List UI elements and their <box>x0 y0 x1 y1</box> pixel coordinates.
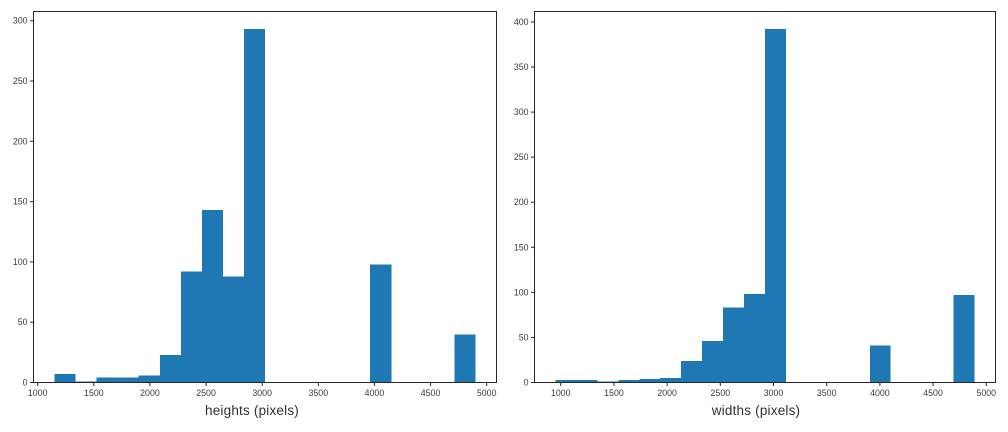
y-tick-label: 200 <box>514 197 529 207</box>
y-tick-label: 350 <box>514 62 529 72</box>
heights-x-axis-label: heights (pixels) <box>205 403 299 418</box>
x-tick-label: 2500 <box>196 388 216 398</box>
x-tick-label: 2500 <box>711 388 731 398</box>
histogram-bar <box>576 379 598 383</box>
histogram-bar <box>159 354 181 383</box>
y-tick-label: 150 <box>514 242 529 252</box>
histogram-bar <box>96 377 118 383</box>
y-tick-label: 50 <box>519 332 529 342</box>
histogram-bar <box>723 307 745 383</box>
heights-histogram-plot: 1000 1500 2000 2500 3000 3500 4000 4500 5000 0 50 1… <box>13 11 497 398</box>
histogram-bar <box>117 377 139 383</box>
plot-spines <box>534 11 996 383</box>
widths-histogram-plot: 1000 1500 2000 2500 3000 3500 4000 4500 5000 0 50 1… <box>514 11 996 398</box>
histogram-bar <box>660 377 682 383</box>
y-tick-label: 100 <box>13 257 28 267</box>
x-tick-label: 1500 <box>84 388 104 398</box>
histogram-bar <box>201 210 223 383</box>
x-tick-label: 5000 <box>477 388 497 398</box>
histogram-bar <box>54 374 76 383</box>
histogram-bar <box>681 360 703 383</box>
histogram-bar <box>639 378 661 383</box>
histogram-bar <box>180 271 202 383</box>
y-tick-label: 200 <box>13 136 28 146</box>
x-tick-label: 1000 <box>551 388 571 398</box>
plot-spines <box>33 11 497 383</box>
x-tick-label: 4500 <box>923 388 943 398</box>
y-tick-label: 100 <box>514 287 529 297</box>
y-tick-label: 0 <box>524 378 529 388</box>
y-tick-label: 50 <box>18 317 28 327</box>
y-tick-label: 250 <box>13 76 28 86</box>
histogram-bar <box>75 381 97 383</box>
y-tick-label: 0 <box>23 378 28 388</box>
y-tick-label: 150 <box>13 197 28 207</box>
histogram-bar <box>702 341 724 383</box>
x-tick-label: 3000 <box>764 388 784 398</box>
widths-histogram: 1000 1500 2000 2500 3000 3500 4000 4500 5000 0 50 1… <box>504 0 1008 432</box>
histogram-bar <box>869 345 891 383</box>
histogram-bar <box>953 295 975 383</box>
y-tick-label: 300 <box>514 107 529 117</box>
histogram-bar <box>765 29 786 383</box>
histogram-bar <box>454 334 476 383</box>
x-tick-label: 3000 <box>252 388 272 398</box>
x-tick-label: 3500 <box>309 388 329 398</box>
histogram-bar <box>222 276 244 383</box>
x-tick-label: 1500 <box>604 388 624 398</box>
heights-histogram: 1000 1500 2000 2500 3000 3500 4000 4500 5000 0 50 1… <box>13 11 497 418</box>
x-tick-label: 4000 <box>870 388 890 398</box>
y-tick-label: 250 <box>514 152 529 162</box>
x-tick-label: 4000 <box>365 388 385 398</box>
y-tick-label: 400 <box>514 17 529 27</box>
histogram-bar <box>370 264 392 383</box>
y-tick-label: 300 <box>13 16 28 26</box>
widths-x-axis-label: widths (pixels) <box>711 403 801 418</box>
x-tick-label: 1000 <box>28 388 48 398</box>
x-tick-label: 2000 <box>140 388 160 398</box>
histogram-bar <box>138 375 160 383</box>
x-tick-label: 5000 <box>976 388 996 398</box>
histogram-bar <box>618 379 640 383</box>
histogram-bar <box>744 294 765 383</box>
x-tick-label: 3500 <box>817 388 837 398</box>
x-tick-label: 2000 <box>657 388 677 398</box>
histogram-bar <box>243 29 265 383</box>
x-tick-label: 4500 <box>421 388 441 398</box>
histogram-bar <box>555 379 577 383</box>
